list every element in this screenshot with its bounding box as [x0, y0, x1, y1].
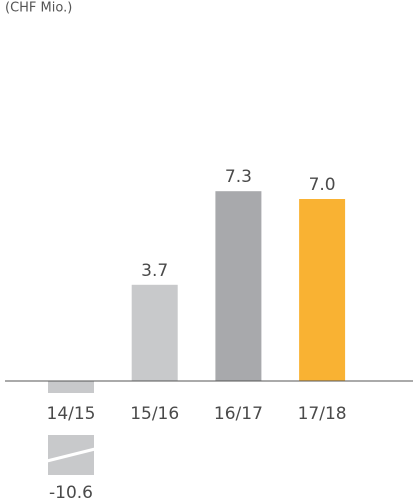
chart-subtitle: (CHF Mio.) — [5, 1, 72, 16]
value-label: 7.3 — [225, 167, 252, 187]
x-tick-label: 14/15 — [47, 404, 96, 424]
x-tick-label: 16/17 — [214, 404, 263, 424]
value-label: -10.6 — [49, 483, 93, 502]
bar-stub — [48, 381, 94, 393]
bar — [131, 284, 178, 381]
x-tick-label: 15/16 — [130, 404, 179, 424]
bar — [215, 191, 262, 381]
bar-break — [46, 447, 96, 463]
value-label: 3.7 — [141, 261, 168, 281]
bar — [299, 199, 346, 381]
value-label: 7.0 — [309, 175, 336, 195]
x-tick-label: 17/18 — [298, 404, 347, 424]
